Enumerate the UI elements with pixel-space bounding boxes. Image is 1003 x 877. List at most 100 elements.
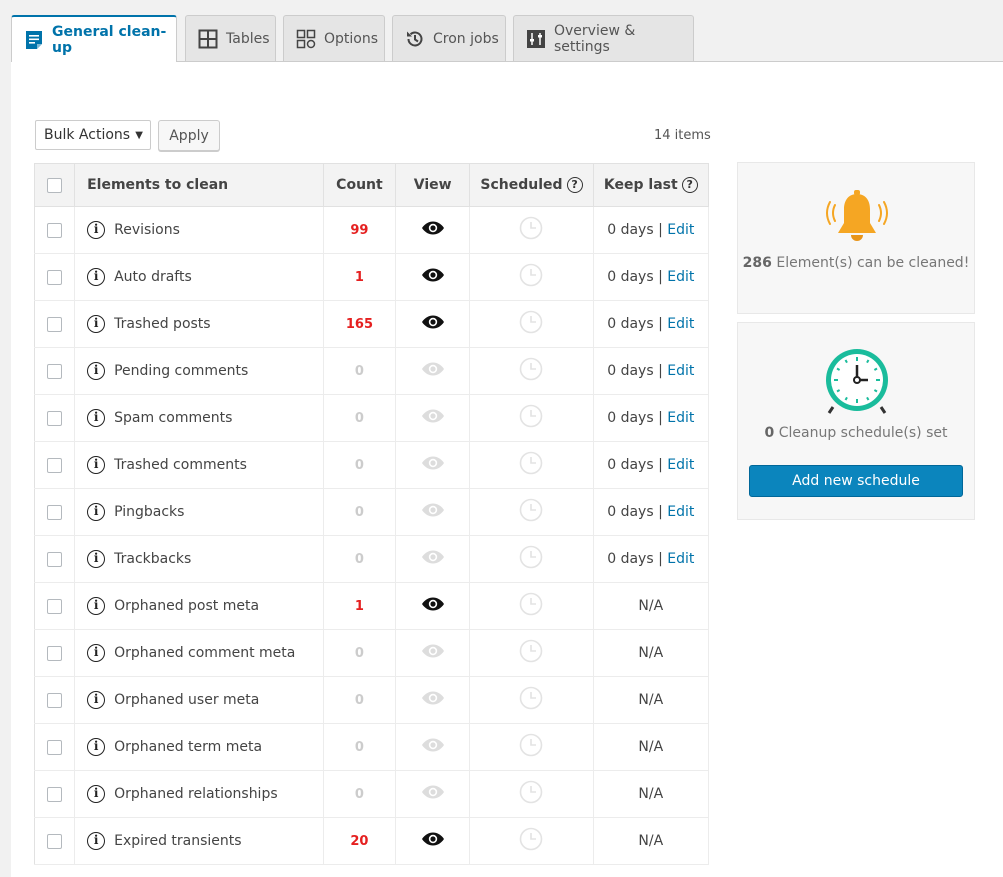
row-checkbox[interactable] bbox=[47, 692, 63, 708]
info-icon[interactable]: i bbox=[87, 832, 106, 850]
clock-icon bbox=[519, 545, 543, 573]
tab-overview-settings[interactable]: Overview & settings bbox=[513, 15, 694, 61]
element-name: Trashed posts bbox=[114, 316, 211, 332]
row-select-cell bbox=[34, 394, 76, 442]
keep-days-value: N/A bbox=[638, 833, 664, 849]
clock-icon bbox=[519, 498, 543, 526]
row-select-cell bbox=[34, 770, 76, 818]
row-checkbox[interactable] bbox=[47, 269, 63, 285]
element-name-cell: i Trashed comments bbox=[74, 441, 324, 489]
info-icon[interactable]: i bbox=[87, 409, 106, 427]
eye-icon[interactable] bbox=[421, 597, 445, 615]
row-checkbox[interactable] bbox=[47, 457, 63, 473]
info-icon[interactable]: i bbox=[87, 785, 106, 803]
tab-options[interactable]: Options bbox=[283, 15, 385, 61]
info-icon[interactable]: i bbox=[87, 456, 106, 474]
row-checkbox[interactable] bbox=[47, 598, 63, 614]
edit-link[interactable]: Edit bbox=[667, 504, 695, 520]
edit-link[interactable]: Edit bbox=[667, 363, 695, 379]
clock-icon bbox=[519, 404, 543, 432]
apply-button[interactable]: Apply bbox=[158, 120, 220, 151]
info-icon[interactable]: i bbox=[87, 503, 106, 521]
eye-icon[interactable] bbox=[421, 315, 445, 333]
column-header-count[interactable]: Count bbox=[323, 163, 397, 207]
eye-icon bbox=[421, 362, 445, 380]
row-checkbox[interactable] bbox=[47, 222, 63, 238]
element-name-cell: i Revisions bbox=[74, 206, 324, 254]
row-checkbox[interactable] bbox=[47, 833, 63, 849]
row-select-cell bbox=[34, 300, 76, 348]
element-count: 20 bbox=[350, 834, 369, 849]
element-name: Auto drafts bbox=[114, 269, 192, 285]
column-header-elements[interactable]: Elements to clean bbox=[74, 163, 324, 207]
eye-icon bbox=[421, 738, 445, 756]
info-icon[interactable]: i bbox=[87, 644, 106, 662]
edit-link[interactable]: Edit bbox=[667, 269, 695, 285]
element-count: 99 bbox=[350, 223, 369, 238]
element-name: Orphaned post meta bbox=[114, 598, 260, 614]
count-cell: 1 bbox=[323, 582, 397, 630]
row-select-cell bbox=[34, 535, 76, 583]
row-checkbox[interactable] bbox=[47, 739, 63, 755]
clock-icon bbox=[519, 357, 543, 385]
info-icon[interactable]: i bbox=[87, 315, 106, 333]
select-all-checkbox[interactable] bbox=[47, 177, 63, 193]
row-select-cell bbox=[34, 253, 76, 301]
tab-label: Options bbox=[324, 30, 379, 47]
clock-icon bbox=[519, 263, 543, 291]
info-icon[interactable]: i bbox=[87, 268, 106, 286]
keep-days-value: N/A bbox=[638, 645, 664, 661]
edit-link[interactable]: Edit bbox=[667, 457, 695, 473]
info-icon[interactable]: i bbox=[87, 550, 106, 568]
view-cell bbox=[395, 629, 471, 677]
keep-last-help-icon[interactable]: ? bbox=[681, 177, 698, 193]
info-icon[interactable]: i bbox=[87, 597, 106, 615]
keep-days-value: 0 days bbox=[607, 222, 654, 238]
add-new-schedule-button[interactable]: Add new schedule bbox=[749, 465, 963, 497]
clock-icon bbox=[519, 310, 543, 338]
element-name: Expired transients bbox=[114, 833, 242, 849]
eye-icon bbox=[421, 550, 445, 568]
eye-icon[interactable] bbox=[421, 221, 445, 239]
table-row: i Orphaned post meta 1 N/A bbox=[34, 582, 710, 630]
element-count: 1 bbox=[354, 599, 364, 614]
table-row: i Trashed posts 165 0 days | Edit bbox=[34, 300, 710, 348]
info-icon[interactable]: i bbox=[87, 362, 106, 380]
table-row: i Orphaned comment meta 0 N/A bbox=[34, 629, 710, 677]
row-select-cell bbox=[34, 582, 76, 630]
row-checkbox[interactable] bbox=[47, 645, 63, 661]
eye-icon bbox=[421, 644, 445, 662]
row-checkbox[interactable] bbox=[47, 316, 63, 332]
element-name-cell: i Orphaned relationships bbox=[74, 770, 324, 818]
keep-days-value: 0 days bbox=[607, 363, 654, 379]
info-icon[interactable]: i bbox=[87, 221, 106, 239]
eye-icon[interactable] bbox=[421, 268, 445, 286]
edit-link[interactable]: Edit bbox=[667, 222, 695, 238]
row-checkbox[interactable] bbox=[47, 786, 63, 802]
row-checkbox[interactable] bbox=[47, 363, 63, 379]
view-cell bbox=[395, 770, 471, 818]
scheduled-help-icon[interactable]: ? bbox=[566, 177, 583, 193]
element-name-cell: i Spam comments bbox=[74, 394, 324, 442]
keep-days-value: N/A bbox=[638, 692, 664, 708]
keep-last-cell: N/A bbox=[593, 629, 710, 677]
eye-icon[interactable] bbox=[421, 832, 445, 850]
element-name-cell: i Pending comments bbox=[74, 347, 324, 395]
row-checkbox[interactable] bbox=[47, 504, 63, 520]
info-icon[interactable]: i bbox=[87, 691, 106, 709]
tab-cron-jobs[interactable]: Cron jobs bbox=[392, 15, 506, 61]
edit-link[interactable]: Edit bbox=[667, 551, 695, 567]
element-name-cell: i Trashed posts bbox=[74, 300, 324, 348]
row-checkbox[interactable] bbox=[47, 551, 63, 567]
keep-last-cell: N/A bbox=[593, 770, 710, 818]
bulk-actions-select[interactable]: Bulk Actions ▼ bbox=[35, 120, 151, 150]
edit-link[interactable]: Edit bbox=[667, 410, 695, 426]
info-icon[interactable]: i bbox=[87, 738, 106, 756]
edit-link[interactable]: Edit bbox=[667, 316, 695, 332]
tab-tables[interactable]: Tables bbox=[185, 15, 276, 61]
tab-general-cleanup[interactable]: General clean-up bbox=[11, 15, 177, 62]
cleanable-text: 286 Element(s) can be cleaned! bbox=[738, 253, 974, 273]
row-checkbox[interactable] bbox=[47, 410, 63, 426]
options-grid-icon bbox=[296, 29, 316, 49]
scheduled-cell bbox=[469, 723, 594, 771]
